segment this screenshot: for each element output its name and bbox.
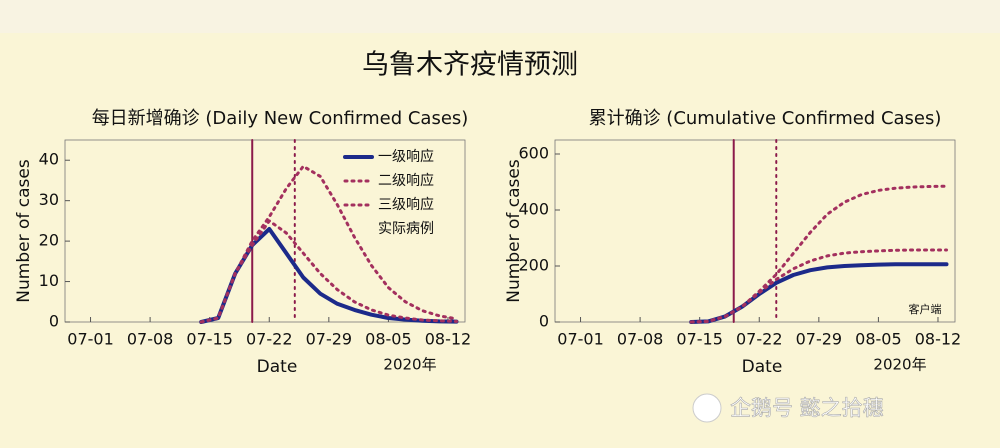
legend-label: 三级响应: [378, 196, 434, 213]
top-strip: [0, 0, 1000, 33]
y-tick-label: 40: [39, 150, 59, 169]
x-tick-label: 07-29: [306, 330, 353, 349]
x-axis-label: Date: [742, 357, 783, 377]
logo-icon: [692, 393, 722, 423]
series-line: [199, 219, 458, 324]
chart-title: 累计确诊 (Cumulative Confirmed Cases): [589, 108, 942, 129]
x-tick-label: 07-01: [67, 330, 114, 349]
y-axis-label: Number of cases: [14, 159, 34, 303]
y-tick-label: 20: [39, 231, 59, 250]
x-tick-label: 07-08: [127, 330, 174, 349]
x-tick-label: 08-12: [915, 330, 962, 349]
y-tick-label: 10: [39, 271, 59, 290]
x-tick-label: 07-29: [796, 330, 843, 349]
watermark: 企鹅号 懿之拾穗: [730, 396, 884, 420]
main-title: 乌鲁木齐疫情预测: [362, 50, 578, 81]
y-tick-label: 30: [39, 190, 59, 209]
legend-label: 一级响应: [378, 148, 434, 165]
y-tick-label: 0: [539, 312, 549, 331]
y-tick-label: 0: [49, 312, 59, 331]
series-line: [199, 164, 458, 324]
y-tick-label: 600: [518, 144, 549, 163]
x-tick-label: 08-12: [425, 330, 472, 349]
x-tick-label: 07-22: [736, 330, 783, 349]
x-tick-label: 07-15: [186, 330, 233, 349]
y-tick-label: 400: [518, 200, 549, 219]
x-tick-label: 08-05: [365, 330, 412, 349]
y-tick-label: 200: [518, 256, 549, 275]
y-axis-label: Number of cases: [504, 159, 524, 303]
x-tick-label: 07-01: [557, 330, 604, 349]
legend-label: 二级响应: [378, 172, 434, 189]
series-line: [689, 184, 948, 324]
year-label: 2020年: [383, 356, 436, 374]
x-tick-label: 07-22: [246, 330, 293, 349]
x-axis-label: Date: [257, 357, 298, 377]
plot-frame: [64, 139, 466, 323]
x-tick-label: 07-15: [676, 330, 723, 349]
year-label: 2020年: [873, 356, 926, 374]
x-tick-label: 07-08: [617, 330, 664, 349]
plot-frame: [554, 139, 956, 323]
x-tick-label: 08-05: [855, 330, 902, 349]
chart-title: 每日新增确诊 (Daily New Confirmed Cases): [92, 108, 469, 129]
legend-label: 实际病例: [378, 221, 434, 237]
annotation: 客户端: [909, 302, 942, 316]
